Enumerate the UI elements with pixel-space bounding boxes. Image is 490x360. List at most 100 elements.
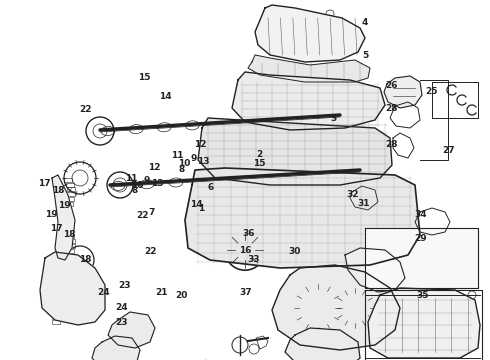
Text: 19: 19 (58, 201, 71, 210)
Polygon shape (108, 312, 155, 348)
Text: 37: 37 (240, 288, 252, 297)
Text: 1: 1 (198, 204, 204, 213)
Text: 32: 32 (346, 190, 359, 199)
Text: 12: 12 (194, 140, 206, 149)
Bar (50, 277, 58, 281)
Bar (48, 282, 56, 286)
Bar (52, 267, 60, 271)
Text: 18: 18 (79, 255, 92, 264)
Text: 6: 6 (208, 183, 214, 192)
Text: 10: 10 (177, 159, 190, 168)
Text: 15: 15 (253, 159, 266, 168)
Bar (61, 220, 70, 224)
Text: 30: 30 (289, 247, 301, 256)
Bar (66, 183, 74, 187)
Polygon shape (232, 72, 385, 130)
Bar (52, 272, 60, 276)
Polygon shape (185, 168, 420, 268)
Text: 33: 33 (247, 256, 260, 264)
Text: 18: 18 (51, 186, 64, 195)
Bar (45, 301, 53, 305)
Text: 11: 11 (171, 151, 184, 160)
Bar (66, 249, 74, 253)
Text: 14: 14 (190, 200, 202, 209)
Text: 10: 10 (131, 181, 144, 190)
Bar (66, 197, 74, 201)
Bar (67, 244, 75, 248)
Polygon shape (248, 55, 370, 82)
Text: 9: 9 (190, 154, 197, 163)
Text: 25: 25 (425, 87, 438, 96)
Polygon shape (255, 5, 365, 62)
Text: 3: 3 (330, 114, 336, 123)
Polygon shape (384, 76, 422, 108)
Bar (48, 258, 56, 262)
Polygon shape (285, 328, 360, 360)
Bar (64, 178, 72, 182)
Polygon shape (368, 288, 480, 358)
Text: 26: 26 (386, 81, 398, 90)
Bar (52, 320, 60, 324)
Text: 22: 22 (145, 248, 157, 256)
Text: 8: 8 (132, 186, 138, 195)
Bar (67, 188, 75, 192)
Bar (65, 202, 73, 206)
Bar (48, 306, 55, 310)
Text: 22: 22 (79, 105, 92, 114)
Bar (66, 234, 74, 238)
Polygon shape (52, 175, 75, 260)
Text: 15: 15 (138, 73, 151, 82)
Polygon shape (272, 265, 400, 350)
Text: 24: 24 (115, 303, 128, 312)
Text: 7: 7 (148, 208, 155, 217)
Bar (50, 310, 58, 315)
Text: 27: 27 (442, 146, 455, 155)
Text: 23: 23 (119, 281, 131, 289)
Polygon shape (345, 248, 405, 292)
Polygon shape (365, 228, 478, 288)
Bar (63, 206, 71, 210)
Text: 23: 23 (115, 318, 128, 327)
Bar (67, 239, 75, 243)
Bar (65, 230, 73, 234)
Text: 28: 28 (386, 104, 398, 113)
Text: 17: 17 (38, 179, 50, 188)
Text: 34: 34 (414, 210, 427, 219)
Polygon shape (40, 252, 105, 325)
Bar (50, 263, 58, 267)
Text: 21: 21 (155, 288, 168, 297)
Text: 28: 28 (386, 140, 398, 149)
Polygon shape (198, 118, 392, 185)
Text: 19: 19 (45, 210, 58, 219)
Bar (64, 253, 72, 257)
Text: 13: 13 (197, 157, 210, 166)
Text: 31: 31 (357, 199, 370, 208)
Text: 14: 14 (159, 92, 172, 101)
Bar (51, 315, 60, 319)
Polygon shape (92, 336, 140, 360)
Bar (46, 287, 54, 291)
Text: 20: 20 (175, 291, 188, 300)
Text: 13: 13 (150, 179, 163, 188)
Text: 18: 18 (63, 230, 76, 239)
Text: 17: 17 (50, 224, 63, 233)
Text: 22: 22 (136, 211, 148, 220)
Text: 2: 2 (257, 150, 263, 159)
Bar (62, 211, 70, 215)
Bar (44, 291, 52, 296)
Text: 8: 8 (178, 165, 184, 174)
Bar (63, 225, 71, 229)
Text: 16: 16 (239, 246, 251, 255)
Text: 36: 36 (243, 229, 255, 238)
Text: 11: 11 (125, 174, 138, 183)
Text: 12: 12 (148, 163, 161, 172)
Bar (62, 258, 71, 262)
Bar (44, 296, 52, 300)
Text: 24: 24 (98, 288, 110, 297)
Bar (67, 192, 75, 196)
Text: 29: 29 (414, 234, 427, 243)
Text: 5: 5 (362, 51, 368, 60)
Bar (61, 216, 69, 220)
Text: 35: 35 (416, 291, 429, 300)
Text: 4: 4 (362, 18, 368, 27)
